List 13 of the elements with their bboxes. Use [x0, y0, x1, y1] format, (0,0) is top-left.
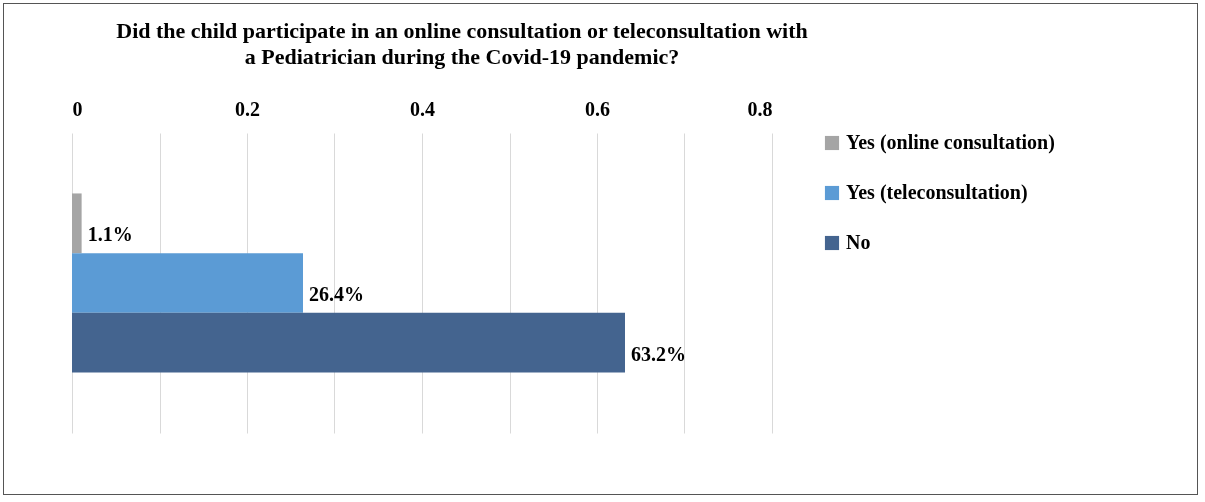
legend-label: No — [846, 231, 871, 253]
x-tick-label: 0.2 — [235, 97, 260, 120]
data-label: 26.4% — [309, 283, 364, 305]
data-label: 1.1% — [87, 223, 133, 246]
text: a Pediatrician during the Covid-19 pandemic? — [244, 44, 680, 69]
x-tick-label: 0.4 — [410, 97, 435, 120]
x-tick-label: 0 — [72, 97, 83, 120]
legend-label: Yes (teleconsultation) — [846, 181, 1028, 204]
text: Did the child participate in an online consultation or teleconsultation with — [116, 18, 808, 43]
x-tick-label: 0.6 — [585, 97, 610, 120]
legend-label: Yes (online consultation) — [846, 131, 1055, 154]
data-label: 63.2% — [631, 342, 686, 365]
x-tick-label: 0.8 — [747, 97, 773, 120]
